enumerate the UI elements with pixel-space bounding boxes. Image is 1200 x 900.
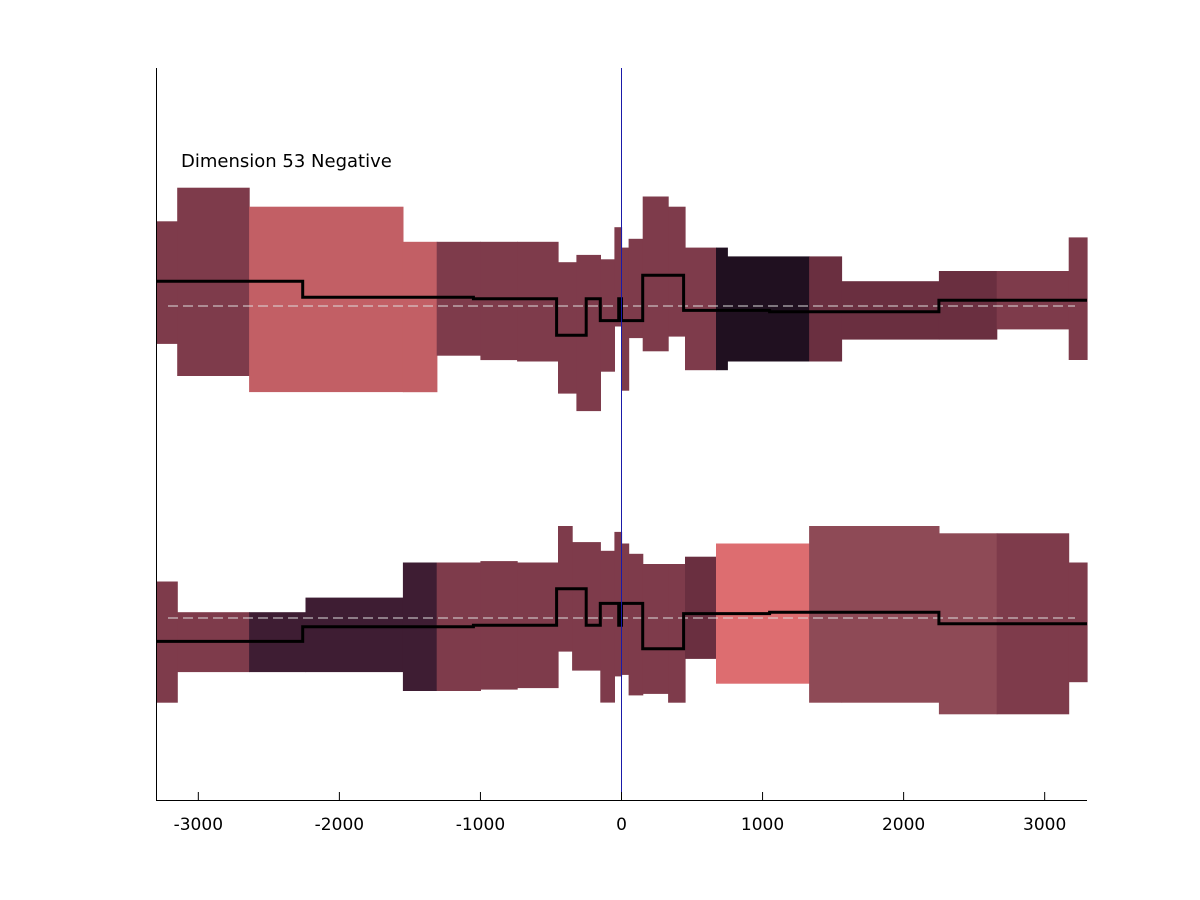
x-axis-ticks: -3000 -2000 -1000 0 1000 2000 3000 (174, 792, 1066, 835)
band-lower-18 (809, 526, 843, 703)
band-lower-16 (685, 556, 717, 659)
x-tick-label: 3000 (1023, 815, 1066, 835)
band-upper-3 (402, 241, 438, 393)
mean-line-upper (156, 273, 1087, 337)
panel-lower (156, 526, 1088, 715)
x-tick-label: 1000 (741, 815, 784, 835)
x-tick-label: -1000 (456, 815, 505, 835)
band-upper-14 (668, 206, 686, 337)
x-tick-label: 2000 (882, 815, 925, 835)
band-upper-9 (600, 259, 615, 372)
band-upper-10 (614, 227, 623, 327)
band-lower-14 (642, 564, 669, 694)
band-lower-10 (600, 550, 615, 703)
band-lower-13 (628, 553, 644, 696)
x-tick-label: -3000 (174, 815, 223, 835)
x-tick-label: -2000 (315, 815, 364, 835)
band-upper-5 (480, 241, 518, 361)
band-upper-7 (558, 262, 577, 394)
x-tick-label: 0 (616, 815, 627, 835)
band-lower-3 (305, 597, 404, 673)
panel-upper (156, 187, 1088, 412)
plot-area (156, 187, 1088, 715)
band-upper-20 (938, 271, 998, 340)
band-upper-6 (517, 241, 559, 362)
band-upper-2 (249, 206, 404, 393)
band-lower-12 (621, 543, 630, 675)
annotation-label: Dimension 53 Negative (181, 151, 392, 172)
band-lower-19 (841, 526, 940, 703)
band-lower-15 (668, 564, 686, 703)
band-upper-12 (628, 238, 644, 339)
mean-line-lower (156, 587, 1087, 651)
band-upper-8 (576, 254, 601, 412)
band-upper-18 (809, 256, 843, 362)
